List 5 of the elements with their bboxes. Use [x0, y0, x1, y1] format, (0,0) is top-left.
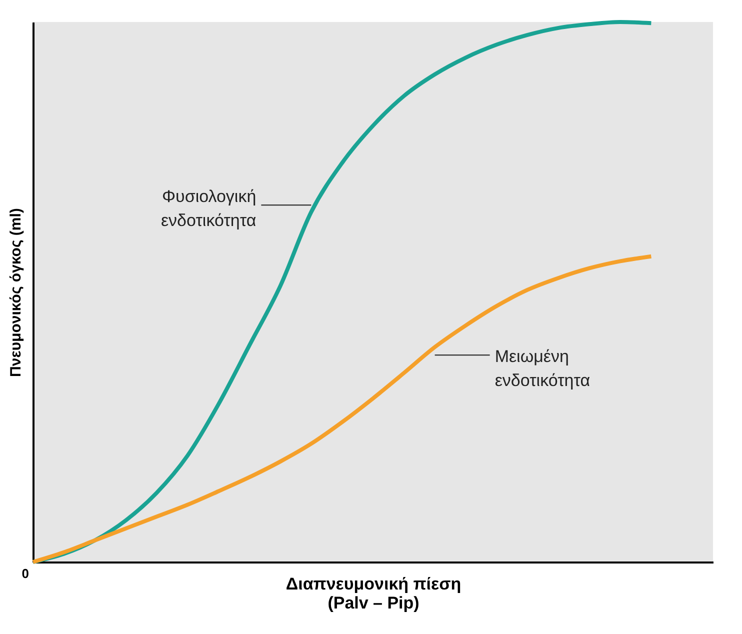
- text: Φυσιολογική ενδοτικότητα: [160, 187, 256, 230]
- text: Μειωμένη ενδοτικότητα: [494, 347, 590, 390]
- x-axis-title: Διαπνευμονική πίεση (Palv – Pip): [286, 574, 462, 612]
- y-axis-title: Πνευμονικός όγκος (ml): [8, 208, 24, 377]
- text: 0: [22, 566, 29, 581]
